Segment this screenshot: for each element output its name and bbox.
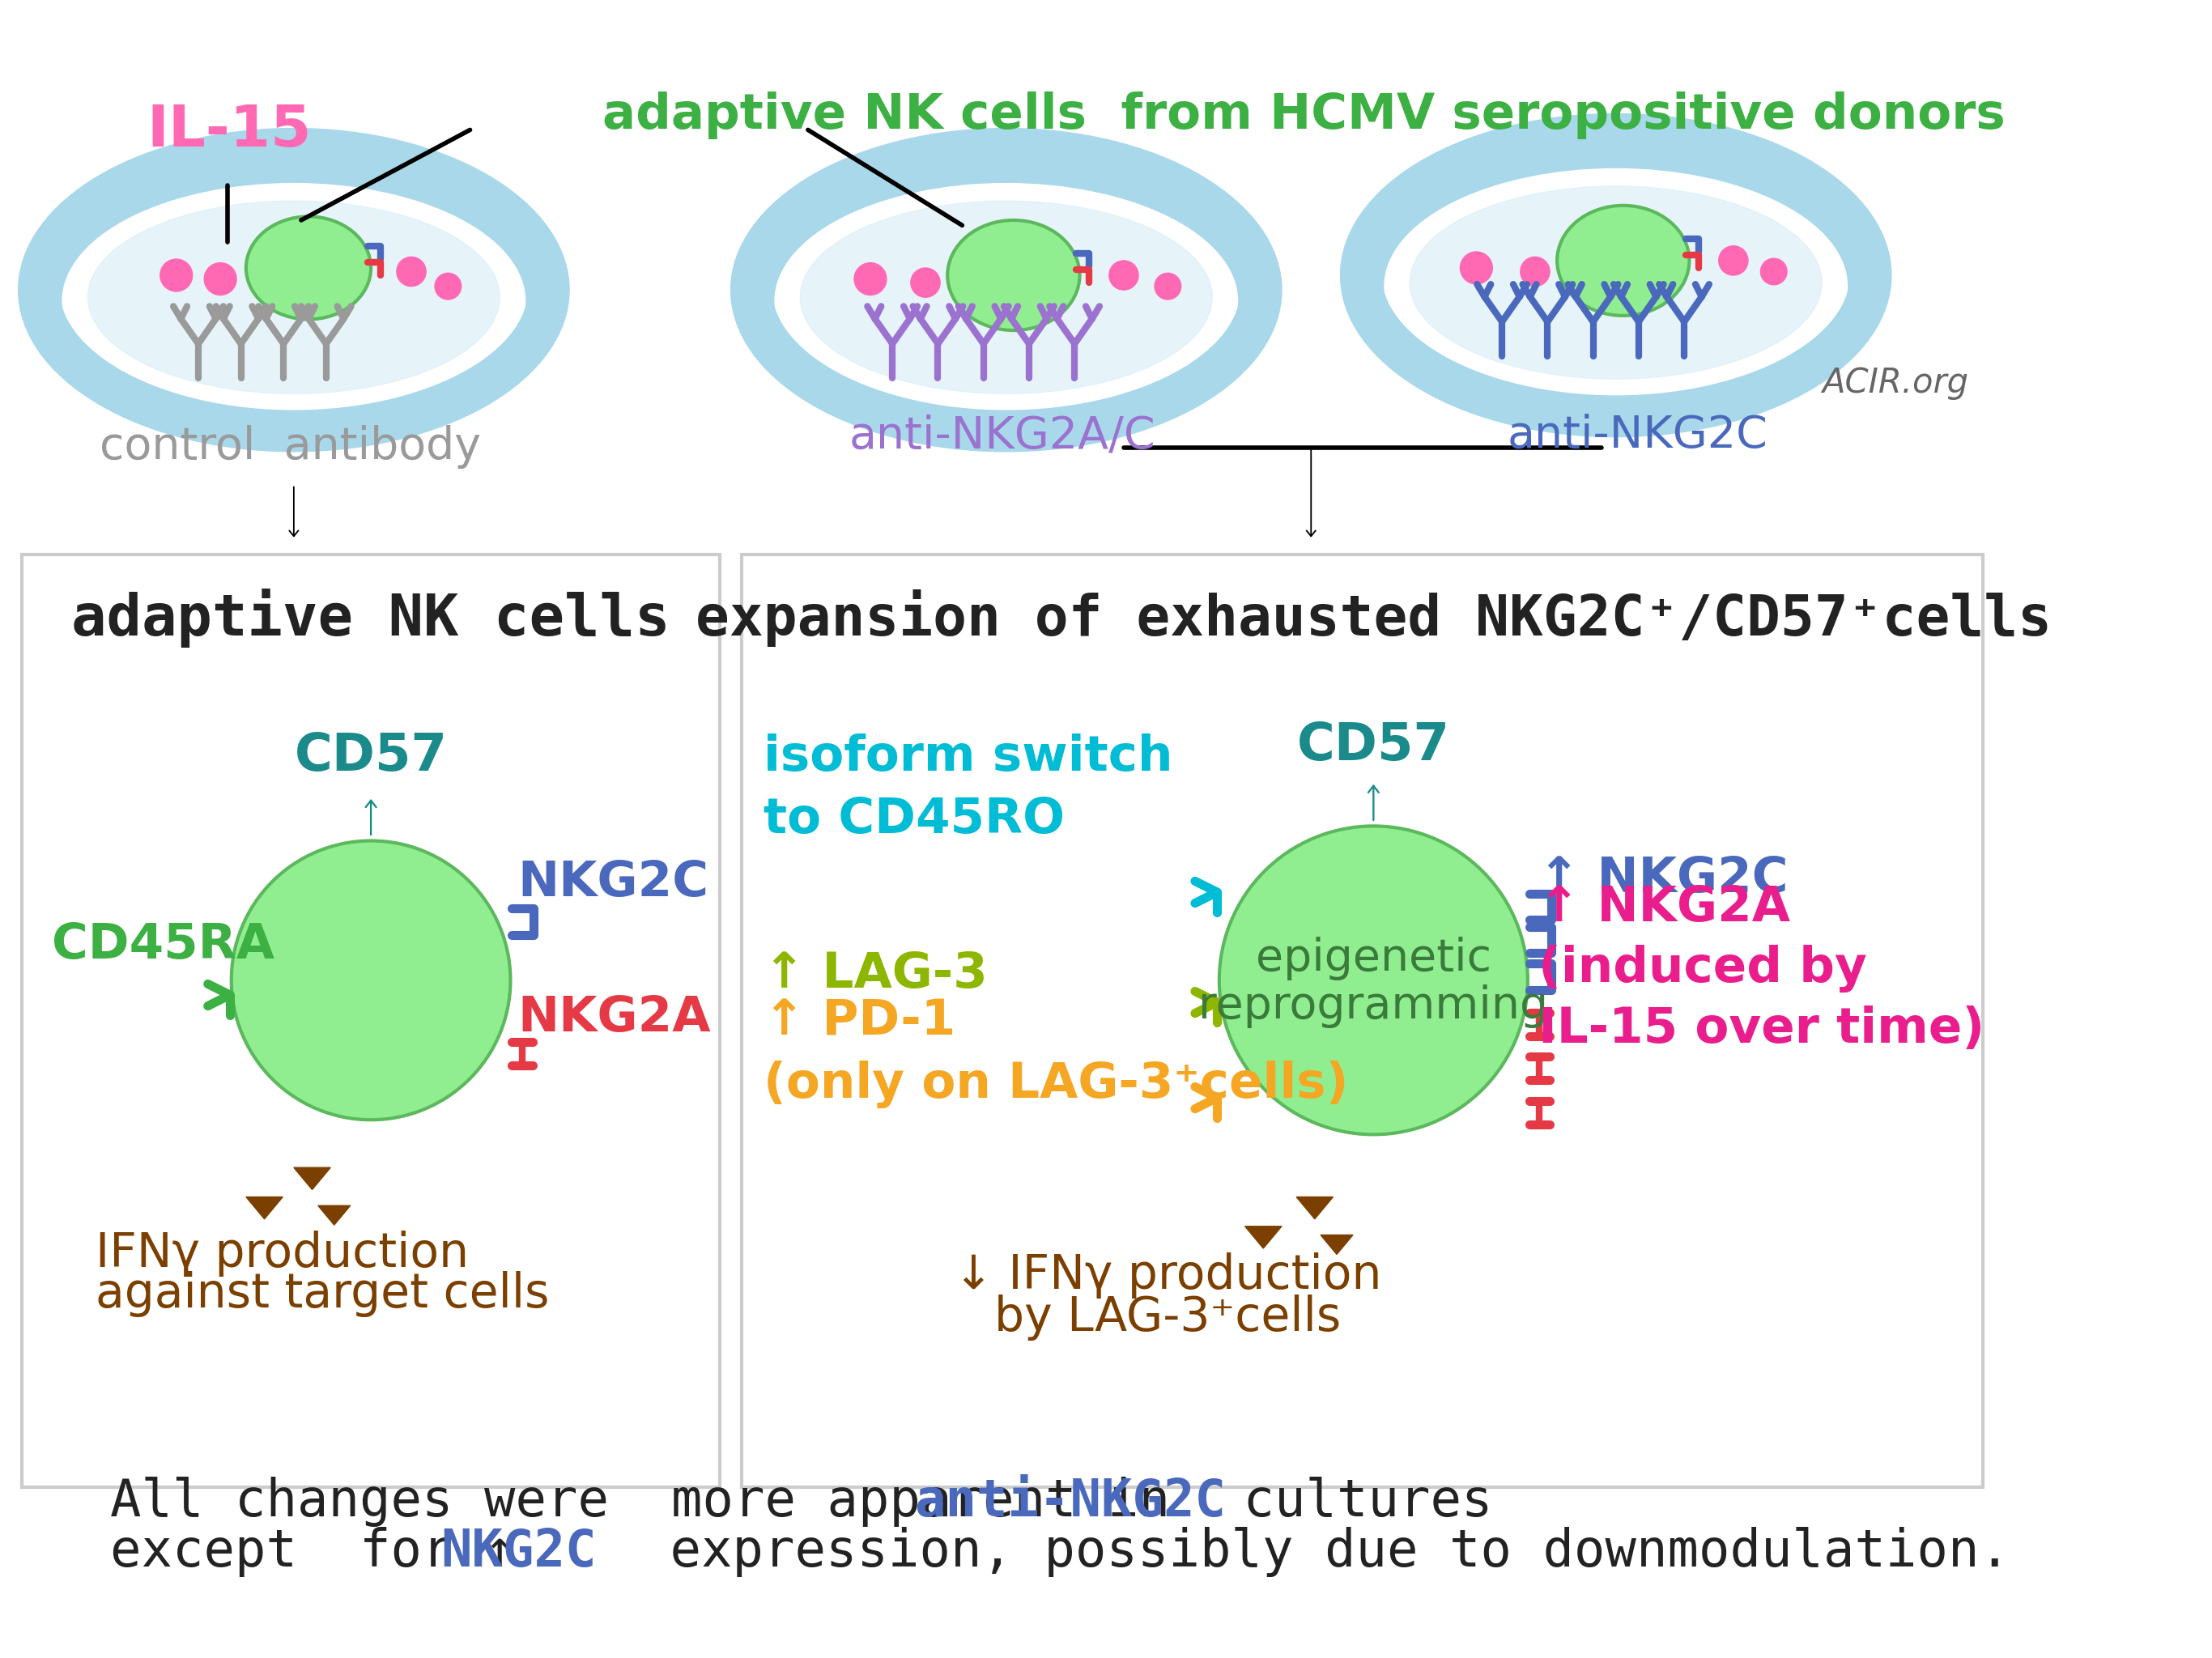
Text: NKG2A: NKG2A	[518, 995, 710, 1043]
Ellipse shape	[18, 128, 568, 451]
Text: by LAG-3⁺cells: by LAG-3⁺cells	[995, 1295, 1340, 1341]
Ellipse shape	[246, 217, 372, 320]
Text: adaptive NK cells: adaptive NK cells	[71, 589, 670, 647]
Text: except  for ↑: except for ↑	[111, 1527, 515, 1577]
Text: adaptive NK cells  from HCMV seropositive donors: adaptive NK cells from HCMV seropositive…	[602, 91, 2006, 139]
Circle shape	[396, 257, 427, 287]
Text: ACIR.org: ACIR.org	[1823, 366, 1969, 400]
Polygon shape	[246, 1197, 283, 1219]
Circle shape	[159, 259, 192, 292]
Circle shape	[1520, 257, 1551, 287]
Polygon shape	[1245, 1227, 1281, 1248]
Polygon shape	[1321, 1235, 1354, 1255]
Text: ↑ PD-1
(only on LAG-3⁺cells): ↑ PD-1 (only on LAG-3⁺cells)	[763, 998, 1349, 1108]
Ellipse shape	[1340, 114, 1891, 436]
Ellipse shape	[947, 221, 1079, 330]
Circle shape	[1155, 274, 1181, 300]
Circle shape	[854, 262, 887, 295]
Circle shape	[911, 269, 940, 297]
Text: epigenetic: epigenetic	[1256, 937, 1491, 980]
Text: against target cells: against target cells	[95, 1270, 549, 1316]
Text: IFNγ production: IFNγ production	[95, 1230, 469, 1277]
Text: control  antibody: control antibody	[100, 424, 480, 469]
Ellipse shape	[88, 201, 500, 393]
Circle shape	[1108, 260, 1139, 290]
Circle shape	[1460, 252, 1493, 284]
Text: IL-15: IL-15	[146, 103, 312, 159]
Text: CD57: CD57	[1296, 720, 1451, 771]
Polygon shape	[319, 1205, 349, 1225]
Text: isoform switch
to CD45RO: isoform switch to CD45RO	[763, 733, 1172, 844]
Text: NKG2C: NKG2C	[518, 859, 708, 907]
Circle shape	[1761, 259, 1787, 285]
Text: anti-NKG2C: anti-NKG2C	[1509, 414, 1767, 458]
Ellipse shape	[232, 841, 511, 1119]
Circle shape	[1719, 245, 1747, 275]
Text: ↓ IFNγ production: ↓ IFNγ production	[953, 1252, 1382, 1298]
Text: expansion of exhausted NKG2C⁺/CD57⁺cells: expansion of exhausted NKG2C⁺/CD57⁺cells	[695, 589, 2051, 647]
Ellipse shape	[801, 201, 1212, 393]
Text: ↑ NKG2A
(induced by
IL-15 over time): ↑ NKG2A (induced by IL-15 over time)	[1540, 884, 1984, 1053]
Text: ↑ NKG2C: ↑ NKG2C	[1540, 856, 1790, 902]
Text: All changes were  more apparent in: All changes were more apparent in	[111, 1477, 1201, 1527]
Ellipse shape	[62, 184, 524, 418]
Text: CD57: CD57	[294, 731, 447, 781]
Ellipse shape	[1385, 169, 1847, 405]
Ellipse shape	[774, 184, 1237, 418]
Polygon shape	[1296, 1197, 1334, 1219]
Ellipse shape	[1409, 186, 1823, 380]
Text: ↑ LAG-3: ↑ LAG-3	[763, 950, 989, 998]
Ellipse shape	[730, 128, 1281, 451]
FancyBboxPatch shape	[22, 554, 719, 1487]
Text: cultures: cultures	[1212, 1477, 1493, 1527]
Circle shape	[204, 262, 237, 295]
Text: CD45RA: CD45RA	[51, 920, 274, 968]
Text: reprogramming: reprogramming	[1199, 985, 1548, 1028]
Ellipse shape	[1219, 826, 1528, 1134]
Circle shape	[436, 274, 462, 300]
Polygon shape	[294, 1167, 330, 1189]
Text: NKG2C: NKG2C	[440, 1527, 597, 1577]
FancyBboxPatch shape	[741, 554, 1984, 1487]
Text: anti-NKG2A/C: anti-NKG2A/C	[849, 414, 1157, 458]
Ellipse shape	[1557, 206, 1690, 315]
Text: anti-NKG2C: anti-NKG2C	[914, 1477, 1225, 1527]
Text: expression, possibly due to downmodulation.: expression, possibly due to downmodulati…	[639, 1527, 2011, 1577]
